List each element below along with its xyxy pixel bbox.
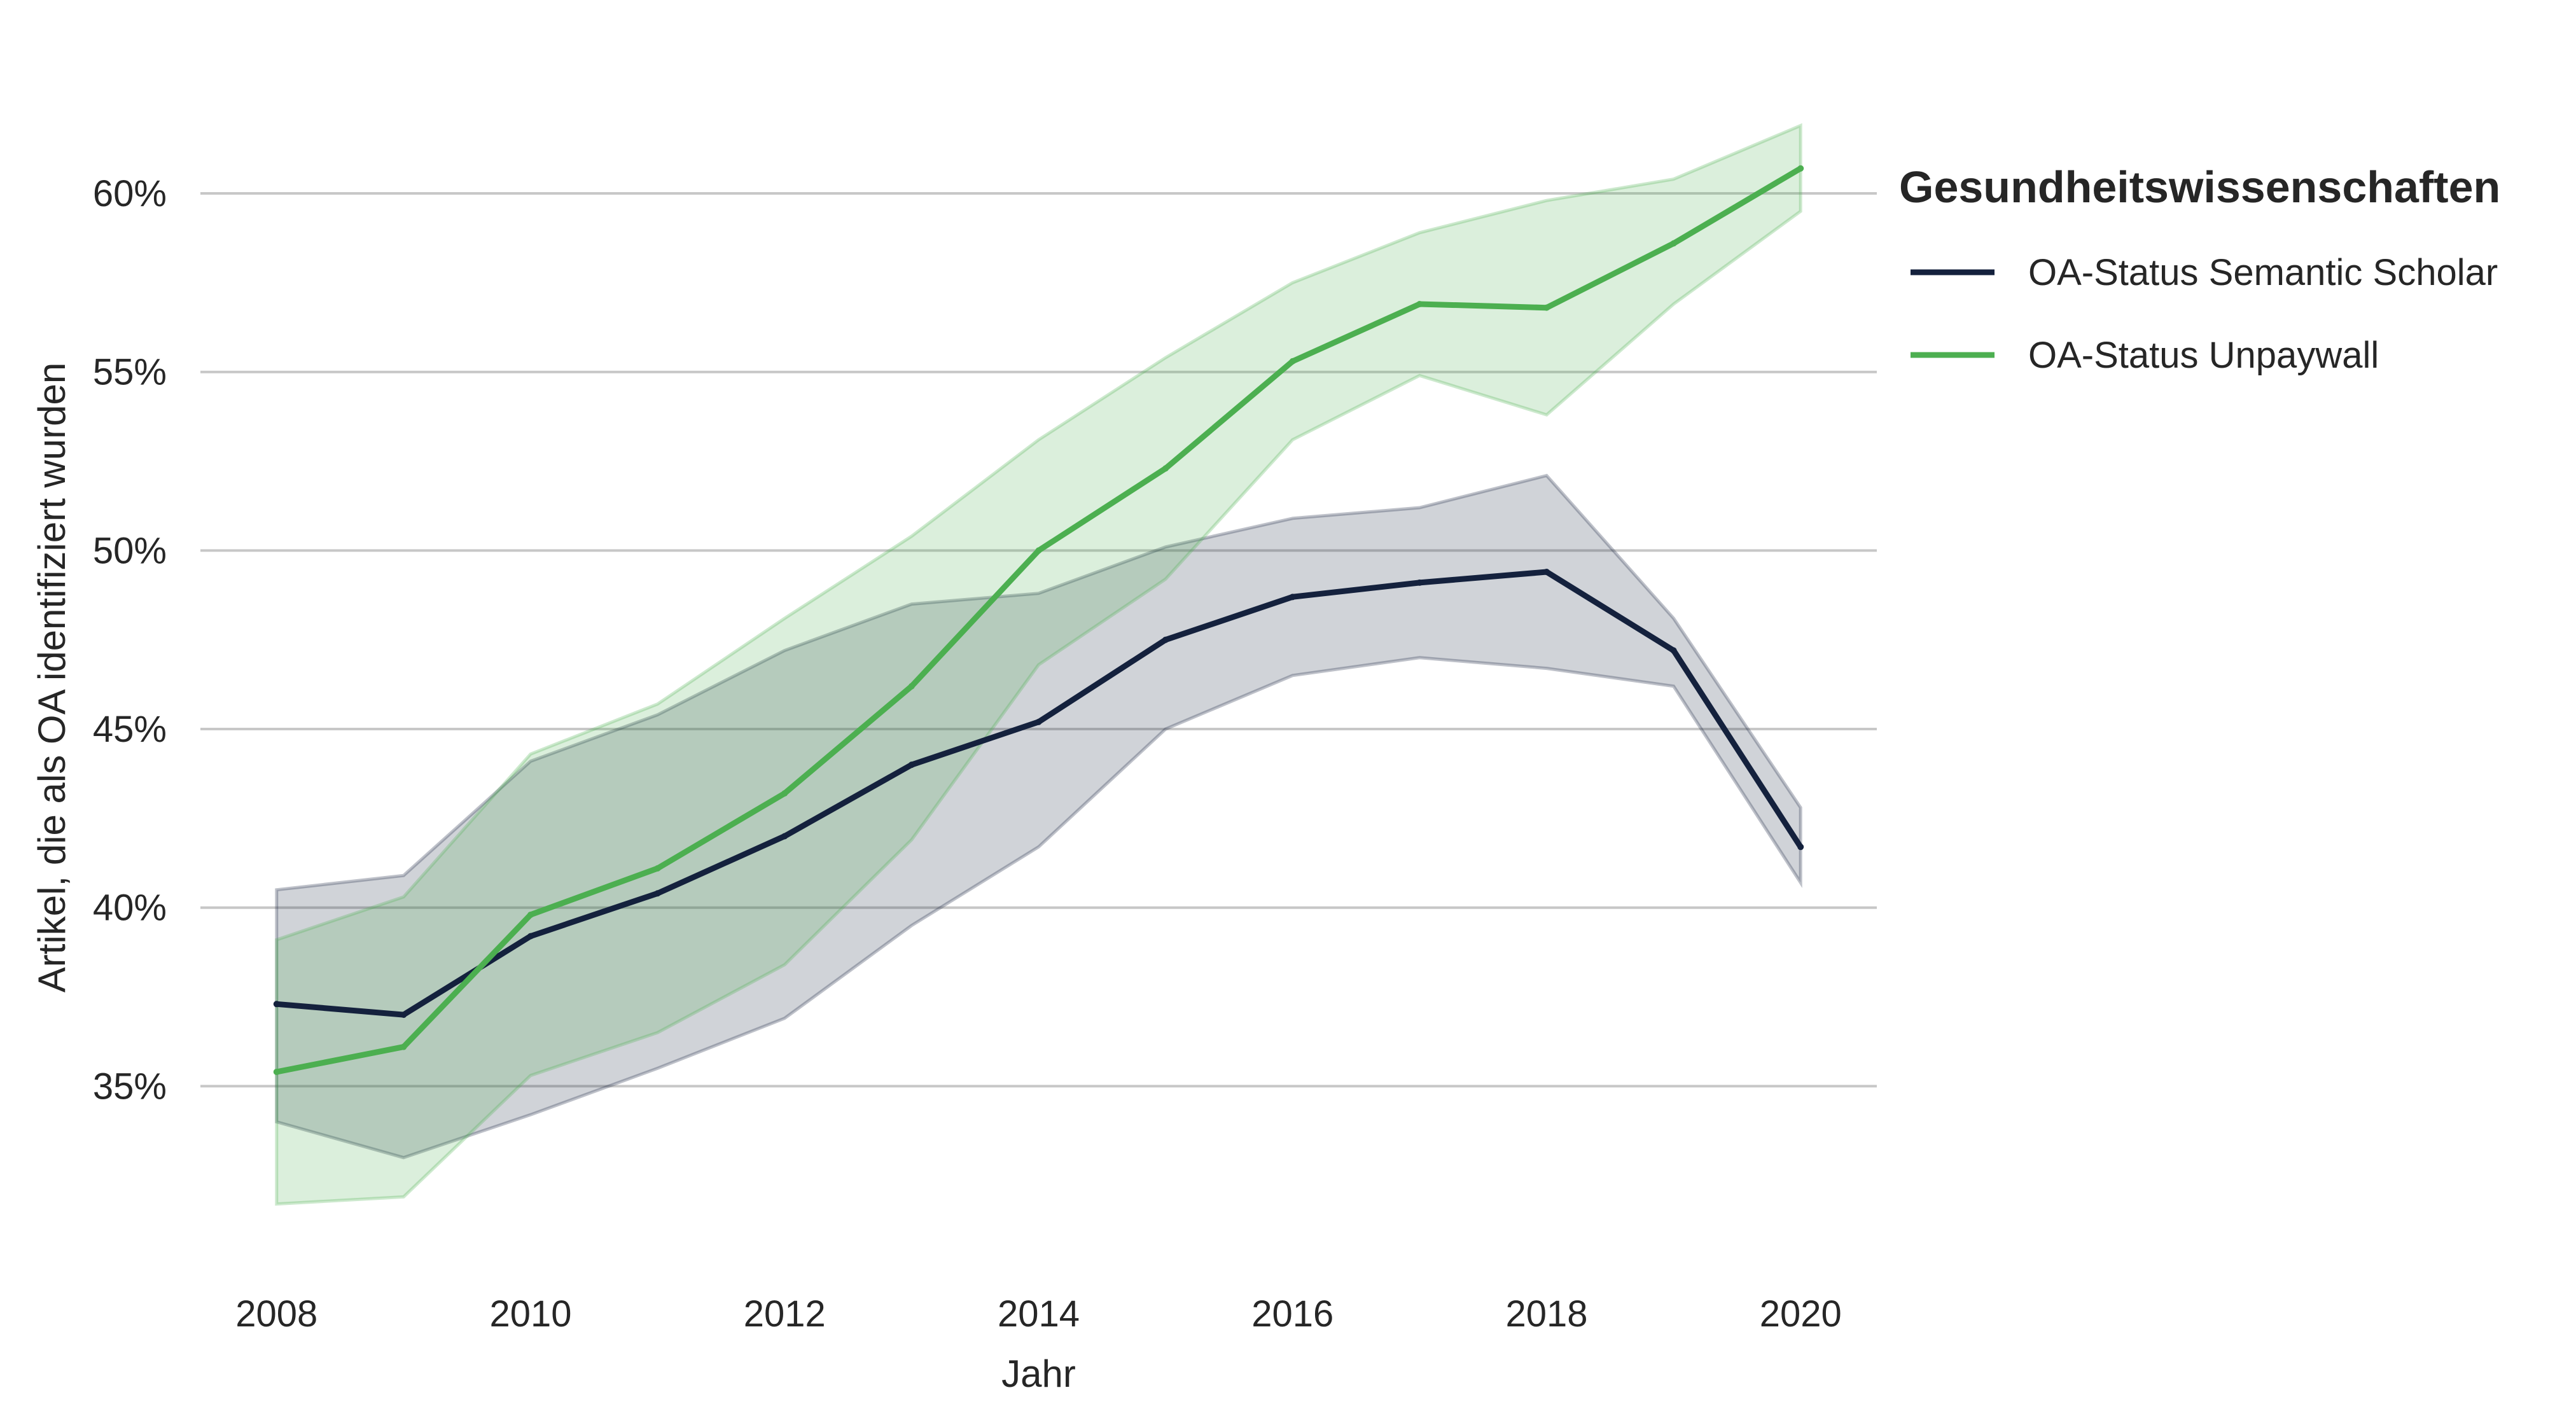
- data-point: [273, 1001, 280, 1008]
- gridlines: [200, 192, 1877, 1088]
- y-tick-label: 45%: [93, 709, 167, 750]
- data-point: [1670, 647, 1677, 654]
- data-point: [1162, 465, 1169, 472]
- data-point: [400, 1011, 407, 1018]
- data-point: [1670, 240, 1677, 247]
- data-point: [527, 933, 534, 940]
- data-point: [908, 761, 915, 768]
- data-point: [1797, 165, 1804, 172]
- data-point: [654, 865, 661, 872]
- data-point: [1543, 569, 1550, 576]
- data-point: [1797, 844, 1804, 851]
- confidence-bands: [275, 123, 1802, 1206]
- data-point: [781, 790, 788, 797]
- y-tick-label: 40%: [93, 887, 167, 929]
- data-point: [1289, 594, 1296, 601]
- data-point: [1416, 301, 1423, 308]
- y-tick-label: 55%: [93, 352, 167, 393]
- x-tick-label: 2014: [998, 1293, 1080, 1335]
- y-tick-label: 60%: [93, 173, 167, 214]
- x-axis-ticks: 2008 2010 2012 2014 2016 2018 2020: [235, 1293, 1841, 1335]
- legend-label: OA-Status Semantic Scholar: [2028, 252, 2498, 293]
- data-point: [1035, 718, 1042, 725]
- legend-items: OA-Status Semantic Scholar OA-Status Unpa…: [1911, 252, 2498, 376]
- data-point: [654, 890, 661, 897]
- legend-title: Gesundheitswissenschaften: [1899, 162, 2500, 212]
- data-point: [400, 1043, 407, 1050]
- data-point: [1035, 547, 1042, 554]
- x-tick-label: 2010: [489, 1293, 571, 1335]
- y-tick-label: 50%: [93, 530, 167, 571]
- data-point: [781, 833, 788, 840]
- data-point: [1162, 636, 1169, 643]
- y-axis-title: Artikel, die als OA identifiziert wurden: [31, 363, 73, 992]
- legend-label: OA-Status Unpaywall: [2028, 335, 2379, 376]
- data-point: [273, 1068, 280, 1075]
- y-tick-label: 35%: [93, 1066, 167, 1107]
- x-tick-label: 2020: [1760, 1293, 1842, 1335]
- x-tick-label: 2018: [1505, 1293, 1587, 1335]
- series-lines: [273, 165, 1804, 1075]
- y-axis-ticks: 35% 40% 45% 50% 55% 60%: [93, 173, 167, 1107]
- data-point: [908, 683, 915, 690]
- legend: Gesundheitswissenschaften OA-Status Sema…: [1899, 162, 2500, 376]
- confidence-band-series-2: [275, 123, 1802, 1206]
- data-point: [1416, 579, 1423, 586]
- x-tick-label: 2012: [744, 1293, 826, 1335]
- data-point: [1289, 358, 1296, 365]
- x-tick-label: 2008: [235, 1293, 317, 1335]
- x-axis-title: Jahr: [1001, 1352, 1076, 1395]
- data-point: [527, 911, 534, 918]
- data-point: [1543, 304, 1550, 311]
- x-tick-label: 2016: [1251, 1293, 1333, 1335]
- confidence-band-series-1: [275, 473, 1802, 1160]
